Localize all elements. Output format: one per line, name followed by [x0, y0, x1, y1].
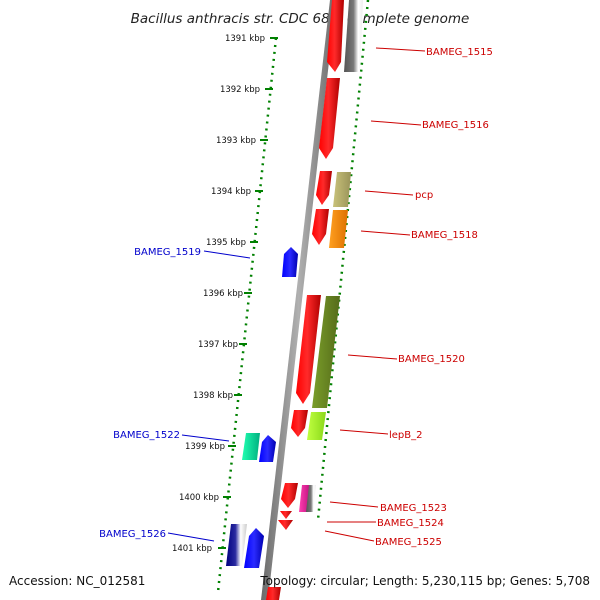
- gene-label-pcp[interactable]: pcp: [415, 190, 433, 201]
- gene-bameg-1520-red[interactable]: [296, 295, 321, 404]
- leader-bameg-1518: [360, 230, 411, 236]
- gene-pcp-khaki[interactable]: [333, 172, 351, 207]
- gene-bameg-1526-blue[interactable]: [244, 528, 264, 568]
- inner-dotted-ring: [216, 37, 278, 593]
- gene-lepb-2-red[interactable]: [291, 410, 308, 437]
- kbp-label: 1397 kbp: [198, 340, 238, 350]
- gene-label-bameg-1516[interactable]: BAMEG_1516: [422, 120, 489, 131]
- gene-label-bameg-1518[interactable]: BAMEG_1518: [411, 230, 478, 241]
- gene-bameg-1522-teal[interactable]: [242, 433, 260, 460]
- leader-pcp: [364, 190, 414, 196]
- gene-label-bameg-1524[interactable]: BAMEG_1524: [377, 518, 444, 529]
- kbp-label: 1391 kbp: [225, 34, 265, 44]
- gene-bameg-1522-blue[interactable]: [259, 435, 276, 462]
- kbp-label: 1392 kbp: [220, 85, 260, 95]
- kbp-label: 1398 kbp: [193, 391, 233, 401]
- gene-label-bameg-1526[interactable]: BAMEG_1526: [99, 529, 166, 540]
- accession-text: Accession: NC_012581: [9, 574, 145, 588]
- gene-lepb-2-lime[interactable]: [307, 412, 326, 440]
- genome-backbone: [261, 0, 336, 600]
- gene-bameg-1525[interactable]: [278, 520, 293, 530]
- kbp-ticks: [218, 37, 278, 549]
- gene-bameg-1520-olive[interactable]: [312, 296, 340, 408]
- leader-bameg-1516: [370, 120, 422, 126]
- leader-bameg-1519: [203, 250, 251, 259]
- gene-label-lepb-2[interactable]: lepB_2: [389, 430, 423, 441]
- gene-bameg-1523-red[interactable]: [281, 483, 298, 508]
- kbp-label: 1393 kbp: [216, 136, 256, 146]
- map-title: Bacillus anthracis str. CDC 684, complet…: [131, 11, 470, 27]
- gene-label-bameg-1525[interactable]: BAMEG_1525: [375, 537, 442, 548]
- gene-label-bameg-1522[interactable]: BAMEG_1522: [113, 430, 180, 441]
- kbp-label: 1394 kbp: [211, 187, 251, 197]
- reverse-genes: [226, 247, 298, 568]
- leader-bameg-1522: [181, 434, 230, 442]
- gene-bameg-1518-red[interactable]: [312, 209, 329, 245]
- gene-label-bameg-1520[interactable]: BAMEG_1520: [398, 354, 465, 365]
- gene-bameg-1523-grey[interactable]: [306, 485, 316, 512]
- gene-label-bameg-1519[interactable]: BAMEG_1519: [134, 247, 201, 258]
- gene-bameg-1524[interactable]: [280, 511, 292, 519]
- kbp-label: 1399 kbp: [185, 442, 225, 452]
- kbp-labels: 1391 kbp 1392 kbp 1393 kbp 1394 kbp 1395…: [172, 34, 265, 554]
- kbp-label: 1395 kbp: [206, 238, 246, 248]
- gene-labels: BAMEG_1515 BAMEG_1516 pcp BAMEG_1518 BAM…: [99, 47, 493, 548]
- gene-bottom-partial[interactable]: [266, 587, 281, 600]
- gene-bameg-1518-orange[interactable]: [329, 210, 348, 248]
- outer-dotted-ring: [316, 0, 370, 521]
- kbp-label: 1396 kbp: [203, 289, 243, 299]
- topology-text: Topology: circular; Length: 5,230,115 bp…: [259, 574, 590, 588]
- gene-label-bameg-1515[interactable]: BAMEG_1515: [426, 47, 493, 58]
- gene-bameg-1515-grey[interactable]: [344, 0, 363, 72]
- gene-pcp-red[interactable]: [316, 171, 332, 205]
- leader-lines: [167, 47, 426, 542]
- leader-bameg-1515: [375, 47, 426, 52]
- gene-label-bameg-1523[interactable]: BAMEG_1523: [380, 503, 447, 514]
- leader-bameg-1520: [347, 354, 398, 360]
- gene-bameg-1516[interactable]: [319, 78, 340, 159]
- leader-bameg-1523: [329, 501, 379, 508]
- kbp-label: 1401 kbp: [172, 544, 212, 554]
- forward-genes: [266, 0, 363, 600]
- leader-bameg-1526: [167, 532, 215, 542]
- leader-lepb-2: [339, 429, 389, 435]
- leader-bameg-1525: [324, 530, 375, 542]
- gene-bameg-1526-navy[interactable]: [226, 524, 247, 566]
- gene-bameg-1515-red[interactable]: [327, 0, 344, 72]
- gene-bameg-1519[interactable]: [282, 247, 298, 277]
- kbp-label: 1400 kbp: [179, 493, 219, 503]
